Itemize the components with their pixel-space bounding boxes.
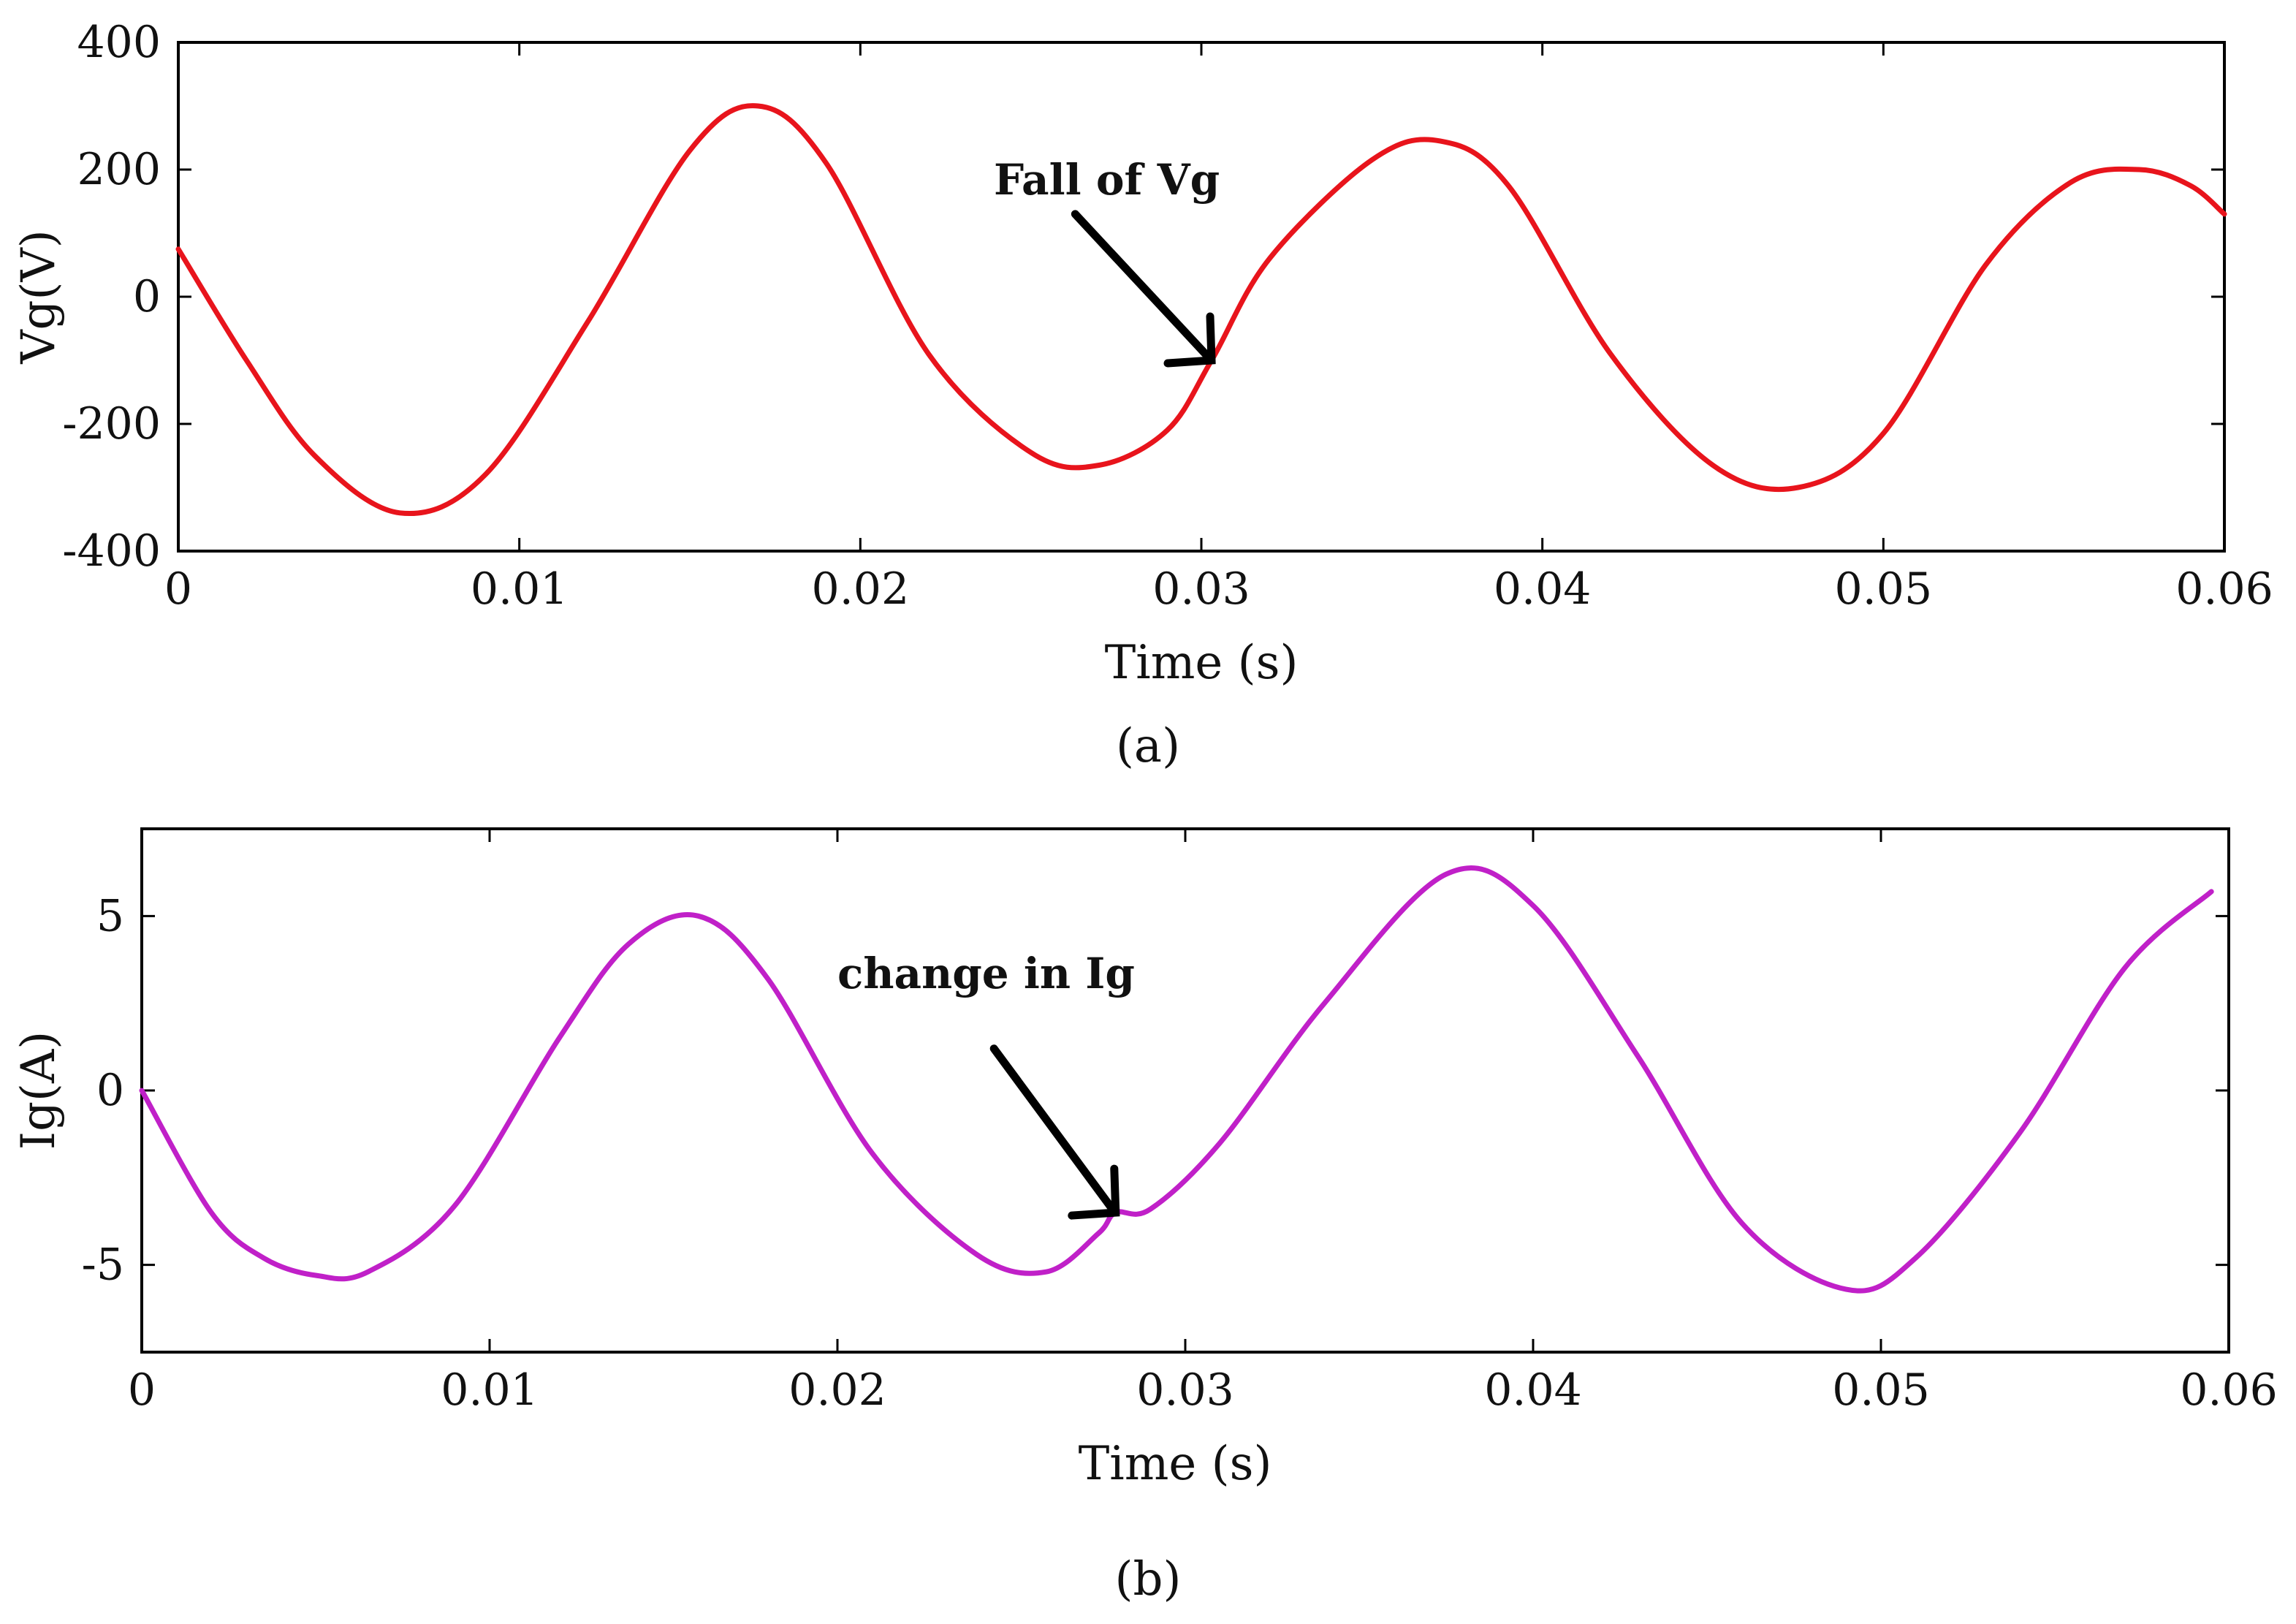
chart-a-voltage: 0 0.01 0.02 0.03 0.04 0.05 0.06 -400 -200 0 200 40… bbox=[12, 17, 2273, 773]
chart-a-series-vg-line bbox=[175, 103, 2227, 517]
chart-b-xlabel: Time (s) bbox=[1079, 1437, 1272, 1491]
chart-b-ticks bbox=[140, 829, 2230, 1352]
chart-a-annotation-text: Fall of Vg bbox=[994, 155, 1220, 205]
chart-a-ticks bbox=[177, 41, 2226, 553]
chart-b-xtick-label: 0.04 bbox=[1484, 1365, 1582, 1416]
chart-b-annotation-arrow-head bbox=[1068, 1164, 1120, 1220]
chart-b-xtick-label: 0.03 bbox=[1136, 1365, 1234, 1416]
chart-b-ytick-label: -5 bbox=[82, 1240, 124, 1291]
chart-b-current: 0 0.01 0.02 0.03 0.04 0.05 0.06 -505 Time (s) … bbox=[12, 827, 2278, 1606]
chart-b-ytick-labels: -5 0 5 bbox=[82, 890, 124, 1290]
panel-label-a: (a) bbox=[1116, 719, 1180, 773]
chart-a-ytick-label: 0 bbox=[133, 271, 161, 322]
chart-a-xlabel: Time (s) bbox=[1105, 636, 1299, 690]
chart-b-xtick-label: 0 bbox=[128, 1365, 156, 1416]
chart-b-xtick-label: 0.05 bbox=[1832, 1365, 1930, 1416]
chart-a-series-layer bbox=[175, 103, 2227, 517]
chart-b-ytick-label: 5 bbox=[96, 890, 124, 941]
chart-a-xtick-label: 0.01 bbox=[471, 564, 569, 615]
chart-a-xtick-label: 0.02 bbox=[812, 564, 910, 615]
chart-b-xtick-label: 0.02 bbox=[788, 1365, 886, 1416]
chart-a-xtick-labels: 0 0.01 0.02 0.03 0.04 0.05 0.06 bbox=[164, 564, 2273, 615]
chart-a-ylabel: Vg(V) bbox=[12, 229, 66, 364]
chart-a-ytick-labels: -400 -200 0 200 400 bbox=[62, 17, 161, 577]
chart-a-ytick-label: -400 bbox=[62, 525, 161, 577]
chart-a-annotation-arrow-shaft bbox=[1071, 210, 1213, 362]
chart-a-xtick-label: 0.03 bbox=[1152, 564, 1250, 615]
chart-b-ylabel: Ig(A) bbox=[12, 1031, 66, 1150]
chart-a-xtick-label: 0 bbox=[164, 564, 192, 615]
chart-a-ytick-label: -200 bbox=[62, 398, 161, 449]
chart-a-xtick-label: 0.04 bbox=[1494, 564, 1592, 615]
chart-a-annotation: Fall of Vg bbox=[994, 155, 1220, 368]
chart-b-xtick-labels: 0 0.01 0.02 0.03 0.04 0.05 0.06 bbox=[128, 1365, 2278, 1416]
panel-label-b: (b) bbox=[1115, 1552, 1182, 1606]
chart-b-annotation-text: change in Ig bbox=[837, 949, 1135, 998]
chart-a-xtick-label: 0.05 bbox=[1835, 564, 1933, 615]
chart-b-annotation: change in Ig bbox=[837, 949, 1135, 1220]
chart-b-annotation-arrow-shaft bbox=[989, 1044, 1117, 1214]
chart-b-ytick-label: 0 bbox=[96, 1065, 124, 1116]
chart-a-ytick-label: 200 bbox=[77, 144, 161, 195]
chart-a-ytick-label: 400 bbox=[77, 17, 161, 68]
chart-b-xtick-label: 0.06 bbox=[2180, 1365, 2278, 1416]
chart-a-xtick-label: 0.06 bbox=[2175, 564, 2273, 615]
chart-a-annotation-arrow-head bbox=[1163, 312, 1216, 368]
chart-b-xtick-label: 0.01 bbox=[441, 1365, 539, 1416]
